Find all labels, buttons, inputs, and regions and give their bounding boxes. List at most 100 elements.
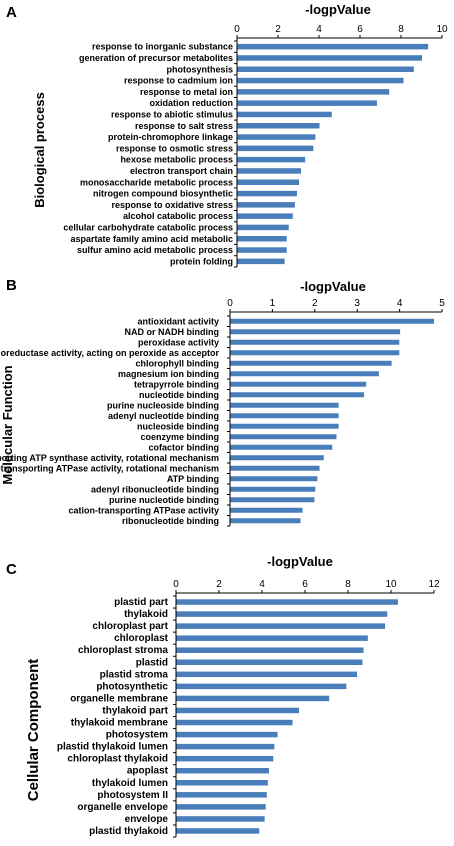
bar xyxy=(176,635,368,641)
x-tick-label: 10 xyxy=(436,24,448,35)
category-label: monosaccharide metabolic process xyxy=(80,177,233,187)
category-label: response to osmotic stress xyxy=(116,143,233,153)
category-label: cellular carbohydrate catabolic process xyxy=(63,222,233,232)
bar xyxy=(176,780,268,786)
category-label: electron transport chain xyxy=(130,166,233,176)
category-label: apoplast xyxy=(127,766,169,777)
bar xyxy=(237,43,429,50)
category-label: protein-chromophore linkage xyxy=(108,132,233,142)
bar xyxy=(230,371,379,377)
category-labels-a: response to inorganic substancegeneratio… xyxy=(63,42,233,267)
bar xyxy=(176,731,278,738)
y-axis-title-a: Biological process xyxy=(32,92,47,208)
bar xyxy=(230,423,339,429)
bar xyxy=(230,392,365,398)
category-label: response to abiotic stimulus xyxy=(111,109,233,119)
bar xyxy=(237,156,306,163)
category-label: NAD or NADH binding xyxy=(125,327,220,337)
axes-b xyxy=(227,311,442,527)
bar xyxy=(230,486,316,492)
bar xyxy=(237,66,414,72)
category-label: ATP binding xyxy=(167,474,219,484)
x-tick-label: 0 xyxy=(234,24,240,35)
category-label: photosynthesis xyxy=(166,64,233,74)
bar xyxy=(230,318,435,324)
x-ticks-b: 0 1 2 3 4 5 xyxy=(227,298,445,312)
category-label: plastid part xyxy=(114,597,169,608)
panel-biological-process: A -logpValue Biological process 0 2 4 6 8 10 … xyxy=(6,2,448,268)
bar xyxy=(176,828,260,834)
category-label: purine nucleoside binding xyxy=(107,400,219,410)
category-label: alcohol catabolic process xyxy=(123,211,233,221)
bar xyxy=(230,381,367,387)
x-axis-title-a: -logpValue xyxy=(305,2,371,17)
category-label: sulfur amino acid metabolic process xyxy=(77,245,233,255)
bar xyxy=(230,465,320,471)
category-label: photosynthetic xyxy=(96,681,168,692)
category-label: nucleotide binding xyxy=(139,390,219,400)
x-axis-title-c: -logpValue xyxy=(267,554,333,569)
category-label: thylakoid xyxy=(124,609,168,620)
x-tick-label: 2 xyxy=(275,24,281,35)
x-tick-label: 10 xyxy=(385,579,397,590)
bars-c xyxy=(176,599,398,834)
category-label: hydrogen ion transporting ATP synthase a… xyxy=(0,453,219,463)
category-label: ribonucleotide binding xyxy=(122,516,219,526)
bar xyxy=(237,123,320,129)
category-label: response to oxidative stress xyxy=(111,200,233,210)
x-tick-label: 5 xyxy=(439,298,445,309)
category-label: magnesium ion binding xyxy=(118,369,219,379)
category-label: proton-transporting ATPase activity, rot… xyxy=(0,463,219,473)
bar xyxy=(237,111,332,118)
x-tick-label: 4 xyxy=(397,298,403,309)
bar xyxy=(176,695,330,702)
bar xyxy=(176,683,347,690)
x-tick-label: 4 xyxy=(259,579,265,590)
axes-c xyxy=(173,592,434,838)
x-ticks-c: 0 2 4 6 8 10 12 xyxy=(173,579,440,593)
category-label: protein folding xyxy=(170,256,233,266)
category-label: thylakoid part xyxy=(102,705,168,716)
x-axis-title-b: -logpValue xyxy=(300,279,366,294)
x-ticks-a: 0 2 4 6 8 10 xyxy=(234,24,448,38)
panel-letter-b: B xyxy=(6,277,17,294)
x-tick-label: 12 xyxy=(428,579,440,590)
category-label: response to cadmium ion xyxy=(124,76,233,86)
category-label: adenyl nucleotide binding xyxy=(108,411,219,421)
bar xyxy=(176,767,269,774)
bars-b xyxy=(230,318,435,524)
x-tick-label: 0 xyxy=(227,298,233,309)
bar xyxy=(230,402,339,408)
category-label: chloroplast stroma xyxy=(78,645,168,656)
bar xyxy=(237,77,404,84)
bar xyxy=(176,623,386,629)
bar xyxy=(176,743,275,750)
bar xyxy=(176,599,398,605)
category-label: plastid thylakoid lumen xyxy=(57,742,168,753)
x-tick-label: 0 xyxy=(173,579,179,590)
bar xyxy=(237,213,293,219)
category-label: thylakoid membrane xyxy=(71,718,169,729)
panel-molecular-function: B -logpValue Molecular Function 0 1 2 3 4 5 a… xyxy=(0,277,445,527)
x-tick-label: 6 xyxy=(302,579,308,590)
category-label: aspartate family amino acid metabolic xyxy=(70,234,233,244)
category-label: response to metal ion xyxy=(140,87,233,97)
category-label: plastid xyxy=(136,657,168,668)
bar xyxy=(230,444,333,450)
bar xyxy=(237,247,287,253)
category-label: photosystem II xyxy=(97,790,168,801)
category-label: hexose metabolic process xyxy=(120,155,233,165)
x-tick-label: 8 xyxy=(398,24,404,35)
x-tick-label: 1 xyxy=(270,298,276,309)
y-axis-title-b: Molecular Function xyxy=(0,365,15,484)
category-label: organelle envelope xyxy=(77,802,168,813)
bar xyxy=(176,804,266,810)
category-label: nitrogen compound biosynthetic xyxy=(93,189,233,199)
category-label: adenyl ribonucleotide binding xyxy=(91,484,219,494)
category-label: chloroplast thylakoid xyxy=(67,754,168,765)
category-label: nucleoside binding xyxy=(137,421,219,431)
x-tick-label: 3 xyxy=(354,298,360,309)
